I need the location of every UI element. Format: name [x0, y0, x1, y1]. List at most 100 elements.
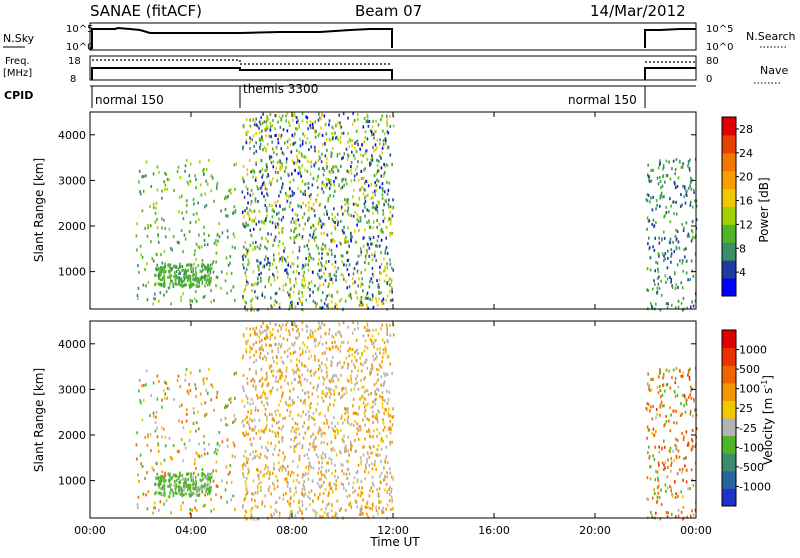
power-cell — [269, 112, 272, 116]
power-cell — [150, 240, 152, 244]
power-cell — [356, 296, 359, 300]
time-axis: 00:00 04:00 08:00 12:00 16:00 20:00 00:00 — [74, 112, 712, 537]
velocity-cell — [297, 510, 299, 514]
velocity-cell — [281, 439, 284, 443]
power-cell — [259, 169, 262, 173]
power-cell — [386, 180, 388, 184]
power-cell — [651, 168, 654, 172]
velocity-cell — [682, 371, 684, 375]
velocity-cell — [362, 453, 365, 457]
power-cell — [694, 236, 697, 240]
power-cell — [392, 268, 395, 272]
power-cell — [198, 233, 200, 237]
velocity-cell — [664, 466, 666, 470]
velocity-cell — [149, 433, 152, 437]
power-cell — [189, 276, 192, 280]
time-axis-label: Time UT — [369, 535, 420, 549]
power-cell — [327, 199, 329, 203]
power-cell — [331, 263, 334, 267]
power-cell — [337, 121, 339, 125]
velocity-cell — [647, 384, 650, 388]
power-cell — [270, 283, 272, 287]
velocity-cell — [278, 449, 281, 453]
velocity-cell — [324, 414, 326, 418]
velocity-cell — [258, 477, 260, 481]
power-cell — [344, 198, 347, 202]
power-cell — [662, 230, 665, 234]
velocity-cell — [316, 402, 319, 406]
velocity-cell — [229, 470, 231, 474]
velocity-cell — [327, 515, 330, 519]
power-cell — [313, 229, 315, 233]
velocity-cell — [312, 499, 314, 503]
velocity-cell — [253, 428, 256, 432]
velocity-cell — [366, 457, 368, 461]
power-cell — [285, 119, 287, 123]
power-cell — [291, 217, 294, 221]
velocity-cell — [264, 337, 267, 341]
velocity-cell — [673, 480, 676, 484]
velocity-cell — [381, 323, 384, 327]
velocity-cell — [342, 386, 345, 390]
power-cell — [301, 112, 304, 116]
power-cell — [298, 233, 301, 237]
power-cell — [299, 299, 302, 303]
velocity-cell — [293, 493, 296, 497]
power-cell — [204, 267, 206, 271]
power-cell — [354, 141, 356, 145]
power-cell — [270, 232, 272, 236]
velocity-cell — [306, 329, 308, 333]
velocity-cell — [189, 483, 192, 487]
power-cell — [294, 115, 297, 119]
velocity-cell — [656, 412, 658, 416]
velocity-cell — [369, 489, 371, 493]
velocity-cell — [259, 485, 262, 489]
velocity-cell — [342, 439, 344, 443]
velocity-cell — [334, 340, 336, 344]
velocity-cell — [313, 337, 316, 341]
power-cell — [181, 285, 183, 289]
power-cell — [295, 218, 297, 222]
power-cell — [179, 176, 182, 180]
power-cell — [307, 201, 310, 205]
velocity-cell — [216, 484, 219, 488]
xtick-label: 20:00 — [579, 524, 611, 537]
power-cell — [383, 203, 385, 207]
power-cell — [289, 278, 292, 282]
velocity-cell — [275, 361, 278, 365]
velocity-cell — [317, 455, 319, 459]
velocity-cell — [380, 447, 383, 451]
velocity-cell — [163, 484, 166, 488]
velocity-cell — [325, 506, 327, 510]
power-cell — [385, 141, 387, 145]
velocity-cell — [278, 420, 280, 424]
power-cell — [361, 143, 363, 147]
power-cell — [382, 230, 385, 234]
power-cell — [299, 172, 302, 176]
velocity-cell — [191, 491, 194, 495]
power-cell — [311, 270, 314, 274]
velocity-cell — [329, 487, 332, 491]
power-cell — [646, 288, 648, 292]
velocity-cell — [350, 447, 352, 451]
velocity-cell — [225, 465, 228, 469]
velocity-cell — [377, 492, 380, 496]
power-cell — [164, 183, 167, 187]
velocity-cell — [178, 450, 180, 454]
power-cell — [382, 212, 385, 216]
velocity-cell — [377, 499, 380, 503]
velocity-cell — [682, 438, 685, 442]
velocity-cell — [317, 495, 320, 499]
power-cell — [350, 231, 352, 235]
velocity-cell — [263, 404, 265, 408]
velocity-cell — [207, 474, 209, 478]
velocity-cell — [649, 465, 652, 469]
velocity-cell — [293, 445, 295, 449]
power-cell — [377, 283, 380, 287]
velocity-cell — [651, 515, 653, 519]
power-cell — [303, 279, 306, 283]
velocity-cell — [258, 335, 260, 339]
power-cell — [176, 282, 178, 286]
power-cell — [685, 221, 688, 225]
velocity-cell — [208, 486, 211, 490]
